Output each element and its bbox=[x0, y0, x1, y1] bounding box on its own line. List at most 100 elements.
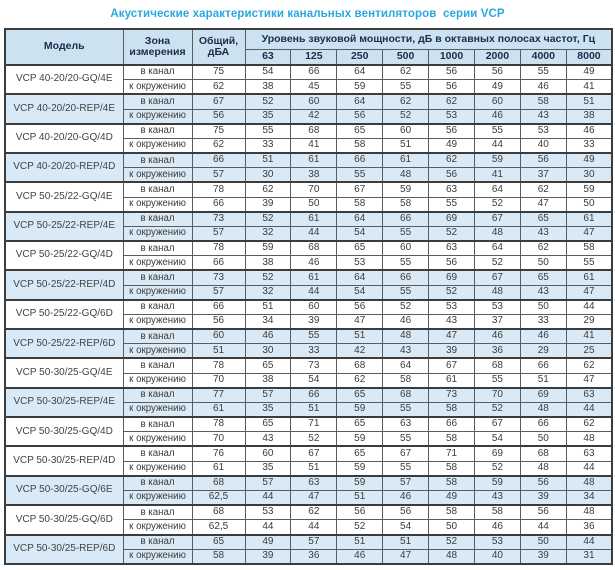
spl-value-63hz: 49 bbox=[244, 533, 292, 550]
spl-value-2000hz: 70 bbox=[473, 386, 521, 403]
spl-value-8000hz: 44 bbox=[565, 533, 613, 550]
spl-value-250hz: 67 bbox=[336, 181, 384, 198]
zone-label: к окружению bbox=[122, 284, 193, 301]
zone-label: в канал bbox=[122, 152, 193, 169]
total-dba-value: 56 bbox=[191, 313, 246, 330]
model-name: VCP 40-20/20-REP/4E bbox=[4, 93, 124, 125]
model-name: VCP 50-30/25-GQ/6D bbox=[4, 504, 124, 536]
total-dba-value: 57 bbox=[191, 167, 246, 183]
spl-value-125hz: 51 bbox=[290, 401, 338, 418]
table-row: к окружению 57 32 44 54 55 52 48 43 47 bbox=[5, 225, 613, 242]
spl-value-125hz: 54 bbox=[290, 372, 338, 389]
spl-value-8000hz: 34 bbox=[565, 489, 613, 506]
spl-value-4000hz: 46 bbox=[519, 328, 567, 345]
spl-value-63hz: 35 bbox=[244, 401, 292, 418]
spl-value-63hz: 52 bbox=[244, 93, 292, 110]
total-dba-value: 73 bbox=[191, 269, 246, 286]
total-dba-value: 68 bbox=[191, 474, 246, 491]
spl-value-250hz: 51 bbox=[336, 533, 384, 550]
spl-value-2000hz: 60 bbox=[473, 93, 521, 110]
spl-value-8000hz: 46 bbox=[565, 122, 613, 139]
spl-value-2000hz: 43 bbox=[473, 489, 521, 506]
spl-value-8000hz: 61 bbox=[565, 210, 613, 227]
spl-value-1000hz: 71 bbox=[428, 445, 475, 462]
zone-label: к окружению bbox=[122, 255, 193, 271]
spl-value-125hz: 47 bbox=[290, 489, 338, 506]
zone-label: в канал bbox=[122, 122, 193, 139]
spl-value-125hz: 66 bbox=[290, 386, 338, 403]
spl-value-8000hz: 48 bbox=[565, 431, 613, 447]
spl-value-1000hz: 50 bbox=[428, 519, 475, 535]
total-dba-value: 66 bbox=[191, 298, 246, 315]
spl-value-500hz: 55 bbox=[382, 79, 430, 95]
spl-value-1000hz: 61 bbox=[428, 372, 475, 389]
spl-value-4000hz: 44 bbox=[519, 519, 567, 535]
spl-value-250hz: 66 bbox=[336, 152, 384, 169]
spl-value-500hz: 55 bbox=[382, 460, 430, 477]
spl-value-250hz: 52 bbox=[336, 519, 384, 535]
table-row: к окружению 62 38 45 59 55 56 49 46 41 bbox=[5, 79, 613, 95]
spl-value-250hz: 58 bbox=[336, 196, 384, 213]
total-dba-value: 70 bbox=[191, 372, 246, 389]
spl-value-250hz: 55 bbox=[336, 167, 384, 183]
spl-value-500hz: 63 bbox=[382, 416, 430, 433]
total-dba-value: 62,5 bbox=[191, 519, 246, 535]
spl-value-125hz: 51 bbox=[290, 460, 338, 477]
spl-value-2000hz: 53 bbox=[473, 533, 521, 550]
spl-value-4000hz: 62 bbox=[519, 240, 567, 257]
spl-value-500hz: 57 bbox=[382, 474, 430, 491]
spl-value-63hz: 32 bbox=[244, 225, 292, 242]
spl-value-500hz: 55 bbox=[382, 284, 430, 301]
spl-value-4000hz: 48 bbox=[519, 401, 567, 418]
spl-value-2000hz: 48 bbox=[473, 284, 521, 301]
zone-label: к окружению bbox=[122, 108, 193, 125]
spl-value-250hz: 64 bbox=[336, 269, 384, 286]
spl-value-2000hz: 64 bbox=[473, 181, 521, 198]
spl-value-4000hz: 51 bbox=[519, 372, 567, 389]
total-dba-value: 75 bbox=[191, 122, 246, 139]
spl-value-125hz: 68 bbox=[290, 122, 338, 139]
spl-value-250hz: 64 bbox=[336, 93, 384, 110]
model-name: VCP 50-30/25-GQ/4D bbox=[4, 416, 124, 447]
table-row: к окружению 56 34 39 47 46 43 37 33 29 bbox=[5, 313, 613, 330]
model-name: VCP 40-20/20-GQ/4E bbox=[4, 63, 124, 95]
spl-value-125hz: 44 bbox=[290, 284, 338, 301]
model-name: VCP 50-25/22-REP/4E bbox=[4, 210, 124, 242]
table-row: к окружению 57 30 38 55 48 56 41 37 30 bbox=[5, 167, 613, 183]
spl-value-63hz: 65 bbox=[244, 357, 292, 374]
table-row: к окружению 70 38 54 62 58 61 55 51 47 bbox=[5, 372, 613, 389]
spl-value-500hz: 67 bbox=[382, 445, 430, 462]
spl-value-8000hz: 47 bbox=[565, 284, 613, 301]
spl-value-8000hz: 51 bbox=[565, 93, 613, 110]
spl-value-250hz: 42 bbox=[336, 343, 384, 359]
spl-value-125hz: 42 bbox=[290, 108, 338, 125]
table-row: VCP 50-30/25-REP/4E в канал 77 57 66 65 68 73 70… bbox=[4, 386, 613, 418]
spl-value-125hz: 67 bbox=[290, 445, 338, 462]
spl-value-125hz: 73 bbox=[290, 357, 338, 374]
spl-value-1000hz: 63 bbox=[428, 240, 475, 257]
spl-value-250hz: 64 bbox=[336, 210, 384, 227]
total-dba-value: 73 bbox=[191, 210, 246, 227]
total-dba-value: 78 bbox=[191, 181, 246, 198]
spl-value-8000hz: 49 bbox=[565, 152, 613, 169]
spl-value-2000hz: 46 bbox=[473, 328, 521, 345]
spl-value-500hz: 62 bbox=[382, 93, 430, 110]
zone-label: в канал bbox=[122, 533, 193, 550]
header-freq-250: 250 bbox=[336, 49, 384, 66]
spl-value-4000hz: 43 bbox=[519, 225, 567, 242]
spl-value-63hz: 52 bbox=[244, 269, 292, 286]
table-row: VCP 50-30/25-GQ/6D в канал 68 53 62 56 56 58 58 5… bbox=[4, 504, 613, 536]
table-row: к окружению 66 38 46 53 55 56 52 50 55 bbox=[5, 255, 613, 271]
spl-value-250hz: 46 bbox=[336, 548, 384, 565]
spl-value-250hz: 51 bbox=[336, 489, 384, 506]
spl-value-2000hz: 36 bbox=[473, 343, 521, 359]
zone-label: в канал bbox=[122, 64, 193, 81]
spl-value-500hz: 66 bbox=[382, 269, 430, 286]
zone-label: в канал bbox=[122, 240, 193, 257]
spl-value-4000hz: 39 bbox=[519, 489, 567, 506]
spl-value-125hz: 61 bbox=[290, 210, 338, 227]
spl-value-1000hz: 52 bbox=[428, 225, 475, 242]
total-dba-value: 78 bbox=[191, 357, 246, 374]
spl-value-63hz: 39 bbox=[244, 548, 292, 565]
spl-value-125hz: 44 bbox=[290, 225, 338, 242]
